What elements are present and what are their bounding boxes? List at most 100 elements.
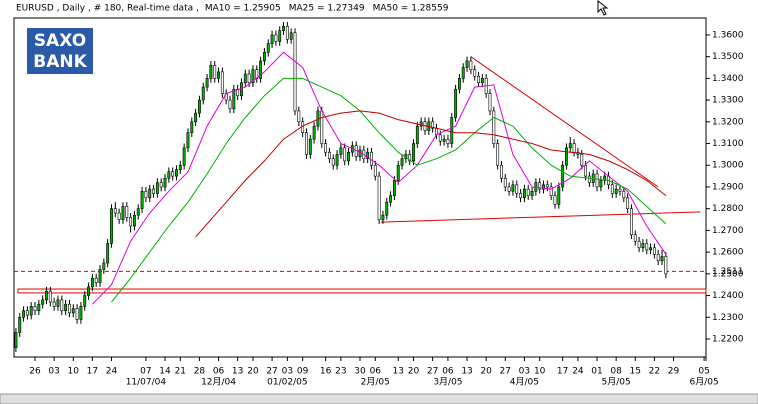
y-tick-label: 1.3500 [712,52,744,62]
logo-box [27,28,93,74]
candle-body [435,128,438,136]
x-tick-label: 21 [175,367,186,377]
candle-body [568,143,572,149]
candle-body [465,60,469,68]
candle-body [220,71,224,94]
candle-body [473,69,477,77]
candle-body [580,154,584,166]
candle-body [446,138,450,144]
candle-body [83,295,87,307]
candle-body [33,306,37,312]
candle-body [289,32,293,40]
candle-body [305,132,308,155]
y-tick-label: 1.2700 [712,226,744,236]
candle-body [412,143,415,162]
y-tick-label: 1.3400 [712,74,744,84]
month-label: 12月/04 [201,377,236,388]
y-tick-label: 1.2900 [712,182,744,192]
x-tick-label: 17 [557,367,568,377]
candle-body [660,256,664,262]
candle-body [633,234,637,242]
candle-body [324,143,328,153]
candle-body [335,154,339,166]
candle-body [519,193,523,199]
candle-body [41,299,45,305]
price-band [17,288,707,294]
candle-body [163,177,167,188]
chart-title: EURUSD , Daily , # 180, Real-time data , [16,4,199,14]
candle-body [48,290,52,303]
candle-body [377,175,381,220]
month-label: 11/07/04 [126,378,167,388]
ma-line [195,110,667,238]
candle-body [121,206,125,220]
candle-body [175,169,178,177]
candle-body [266,43,270,53]
candle-body [251,69,255,84]
x-tick-label: 16 [320,367,332,377]
candle-body [159,182,163,188]
x-tick-label: 03 [282,367,293,377]
x-tick-label: 01 [591,367,602,377]
candle-body [293,32,297,112]
candle-body [262,52,266,62]
x-tick-label: 30 [354,367,366,377]
candle-body [60,299,64,312]
logo-text: SAXO [34,31,86,51]
candle-body [79,306,83,320]
candle-body [52,301,56,307]
candle-body [587,175,591,183]
candle-body [94,277,98,283]
candle-body [228,99,232,110]
candle-body [515,184,519,194]
candle-body [29,306,33,316]
candle-body [565,147,568,166]
candle-body [312,125,316,140]
y-tick-label: 1.3600 [712,30,744,40]
x-tick-label: 13 [461,367,472,377]
y-tick-label: 1.2500 [712,269,744,279]
x-tick-label: 20 [408,367,420,377]
candle-body [259,60,263,79]
candle-body [610,184,614,194]
candle-body [645,243,649,251]
x-tick-label: 23 [335,367,346,377]
candle-body [308,138,312,155]
candle-body [320,110,324,144]
candle-body [117,212,121,220]
candle-body [366,151,370,160]
candle-body [454,88,458,118]
candle-body [201,86,205,101]
candle-body [572,143,576,153]
candle-body [285,25,289,40]
y-tick-label: 1.2200 [712,334,744,344]
candle-body [450,117,454,144]
month-label: 01/02/05 [267,378,307,388]
candle-body [186,132,190,149]
candle-body [652,247,656,255]
candle-body [98,269,102,283]
candle-body [148,188,152,199]
y-tick-label: 1.3000 [712,161,744,171]
candle-body [618,188,622,192]
x-tick-label: 10 [534,367,546,377]
candle-body [71,308,75,314]
candle-body [144,191,148,199]
x-tick-label: 14 [159,367,171,377]
candle-body [408,154,412,162]
candle-body [56,299,60,307]
candle-body [553,195,557,205]
candle-body [64,303,68,312]
candle-body [457,78,461,90]
candle-body [194,112,198,123]
candle-body [538,182,542,190]
candle-body [37,303,41,312]
x-tick-label: 22 [649,367,660,377]
candle-body [87,286,90,296]
cursor [597,0,609,16]
x-tick-label: 10 [68,367,80,377]
scrollbar [0,393,758,404]
x-tick-label: 27 [500,367,511,377]
x-tick-label: 26 [29,367,41,377]
